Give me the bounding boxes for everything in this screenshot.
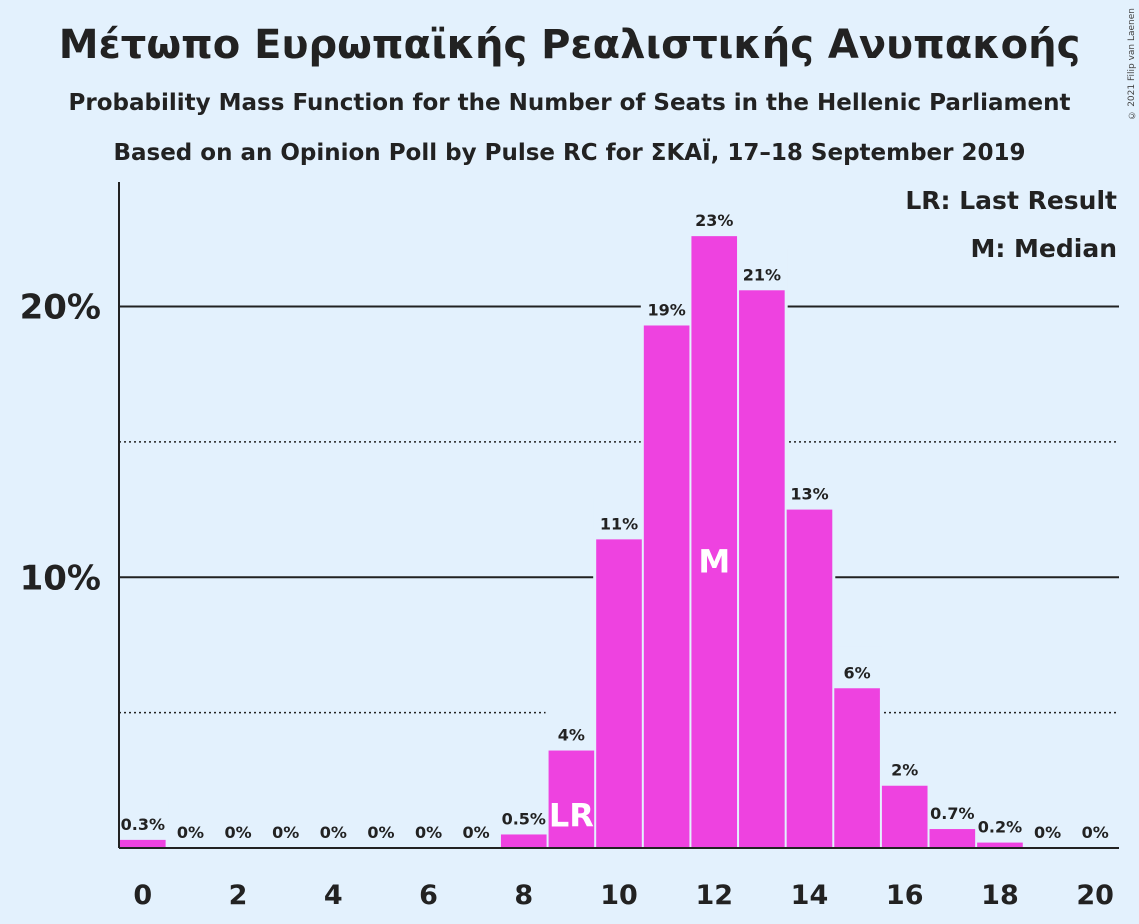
- bar: [739, 290, 785, 848]
- data-labels: 0.3% 0% 0% 0% 0% 0% 0% 0% 0.5% 4% 11% 19% 23% 21% 13% 6…: [121, 211, 1109, 842]
- bar-data-label: 0%: [1082, 823, 1109, 842]
- bar: [786, 509, 833, 848]
- bar: [500, 834, 547, 848]
- bar-gap: [117, 797, 169, 848]
- bar-data-label: 0%: [1034, 823, 1061, 842]
- bar-gap: [974, 800, 1026, 848]
- bar-data-label: 21%: [743, 265, 781, 284]
- bar-data-label: 0%: [177, 823, 204, 842]
- x-tick-label: 2: [229, 880, 248, 911]
- bar-data-label: 0%: [272, 823, 299, 842]
- x-tick-label: 6: [419, 880, 438, 911]
- bar: [548, 750, 595, 848]
- bar: [691, 236, 738, 848]
- legend: LR: Last Result M: Median: [905, 186, 1117, 263]
- bar-data-label: 23%: [695, 211, 733, 230]
- bar: [596, 539, 642, 848]
- last-result-marker: LR: [549, 797, 594, 835]
- bar: [643, 325, 690, 848]
- bar: [881, 785, 928, 848]
- bar: [929, 829, 976, 848]
- bar-data-label: 0.7%: [930, 804, 974, 823]
- legend-entry: M: Median: [970, 234, 1117, 263]
- bar-data-label: 0%: [320, 823, 347, 842]
- bar-data-label: 13%: [790, 485, 828, 504]
- x-tick-label: 4: [324, 880, 343, 911]
- median-marker: M: [698, 543, 730, 581]
- x-tick-label: 18: [981, 880, 1019, 911]
- axes: 10% 20% 0 2 4 6 8 10 12 14 16 18 20: [20, 182, 1119, 911]
- x-tick-label: 20: [1076, 880, 1114, 911]
- x-tick-label: 0: [133, 880, 152, 911]
- bar-data-label: 0%: [463, 823, 490, 842]
- bar: [120, 839, 166, 848]
- bar-data-label: 4%: [558, 726, 585, 745]
- x-tick-label: 16: [886, 880, 924, 911]
- bar-data-label: 11%: [600, 514, 638, 533]
- chart-subtitle-source: Based on an Opinion Poll by Pulse RC for…: [113, 140, 1026, 166]
- legend-entry: LR: Last Result: [905, 186, 1117, 215]
- bar-data-label: 0%: [367, 823, 394, 842]
- y-tick-label: 10%: [20, 558, 101, 598]
- bar-data-label: 6%: [844, 663, 871, 682]
- x-tick-label: 8: [514, 880, 533, 911]
- bar-data-label: 0%: [224, 823, 251, 842]
- y-tick-label: 20%: [20, 288, 101, 328]
- bar: [834, 688, 880, 848]
- bar-data-label: 19%: [647, 300, 685, 319]
- bar-data-label: 0.2%: [978, 818, 1022, 837]
- bars: [117, 194, 1026, 849]
- x-tick-label: 14: [791, 880, 829, 911]
- bar-data-label: 2%: [891, 761, 918, 780]
- x-tick-label: 12: [695, 880, 733, 911]
- bar-data-label: 0.3%: [121, 815, 165, 834]
- bar-data-label: 0%: [415, 823, 442, 842]
- chart-title: Μέτωπο Ευρωπαϊκής Ρεαλιστικής Ανυπακοής: [58, 22, 1081, 68]
- bar-data-label: 0.5%: [502, 809, 546, 828]
- chart-subtitle: Probability Mass Function for the Number…: [68, 90, 1071, 116]
- bar: [977, 842, 1023, 848]
- x-tick-label: 10: [600, 880, 638, 911]
